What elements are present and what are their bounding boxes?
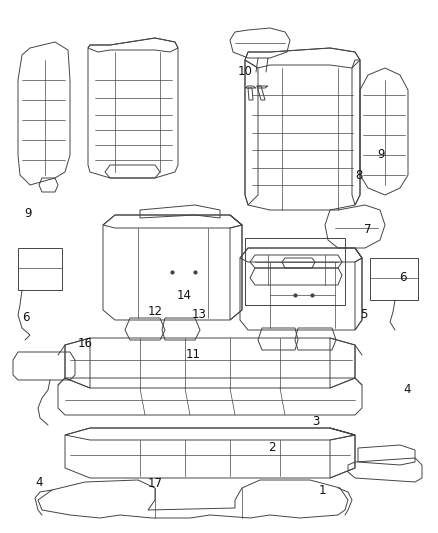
Text: 8: 8	[356, 169, 363, 182]
Text: 2: 2	[268, 441, 276, 454]
Text: 6: 6	[22, 311, 30, 324]
Text: 17: 17	[148, 478, 163, 490]
Text: 5: 5	[360, 308, 367, 321]
Text: 9: 9	[377, 148, 385, 161]
Text: 7: 7	[364, 223, 372, 236]
Text: 1: 1	[318, 484, 326, 497]
Text: 4: 4	[403, 383, 411, 395]
Text: 6: 6	[399, 271, 407, 284]
Text: 13: 13	[192, 308, 207, 321]
Text: 3: 3	[312, 415, 319, 427]
Text: 4: 4	[35, 476, 43, 489]
Text: 12: 12	[148, 305, 163, 318]
Text: 16: 16	[78, 337, 93, 350]
Text: 14: 14	[177, 289, 191, 302]
Text: 11: 11	[185, 348, 200, 361]
Text: 9: 9	[24, 207, 32, 220]
Text: 10: 10	[238, 66, 253, 78]
